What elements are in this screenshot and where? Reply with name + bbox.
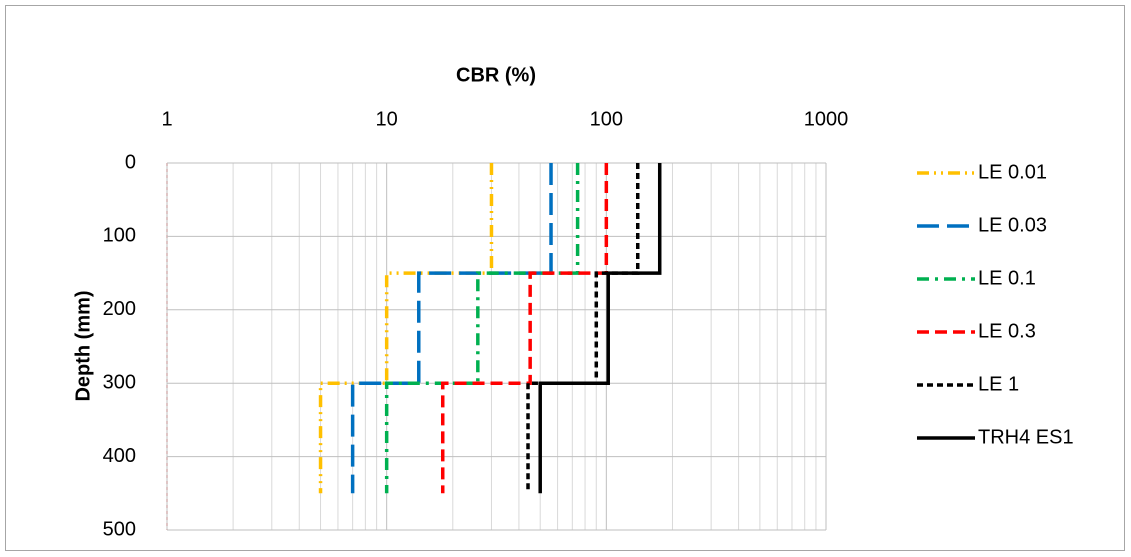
y-tick-label: 300 bbox=[103, 371, 136, 393]
series-line bbox=[526, 163, 640, 494]
legend-label: LE 0.1 bbox=[978, 267, 1036, 289]
y-tick-label: 100 bbox=[103, 225, 136, 247]
series-line bbox=[538, 163, 662, 494]
legend-label: LE 0.3 bbox=[978, 320, 1036, 342]
chart-title: CBR (%) bbox=[456, 64, 536, 86]
y-axis-label: Depth (mm) bbox=[72, 290, 94, 401]
series-line bbox=[318, 163, 494, 494]
series-line bbox=[440, 163, 609, 494]
chart-frame bbox=[5, 5, 1125, 551]
y-tick-label: 0 bbox=[125, 151, 136, 173]
x-tick-label: 1 bbox=[161, 108, 172, 130]
x-tick-label: 1000 bbox=[804, 108, 849, 130]
x-tick-label: 10 bbox=[376, 108, 398, 130]
series-line bbox=[350, 163, 553, 494]
y-tick-label: 400 bbox=[103, 445, 136, 467]
legend-label: LE 0.03 bbox=[978, 214, 1047, 236]
series-line bbox=[384, 163, 580, 494]
legend-label: LE 0.01 bbox=[978, 161, 1047, 183]
x-tick-label: 100 bbox=[590, 108, 623, 130]
legend-label: TRH4 ES1 bbox=[978, 426, 1074, 448]
y-tick-label: 200 bbox=[103, 298, 136, 320]
y-tick-label: 500 bbox=[103, 518, 136, 540]
legend-label: LE 1 bbox=[978, 373, 1019, 395]
